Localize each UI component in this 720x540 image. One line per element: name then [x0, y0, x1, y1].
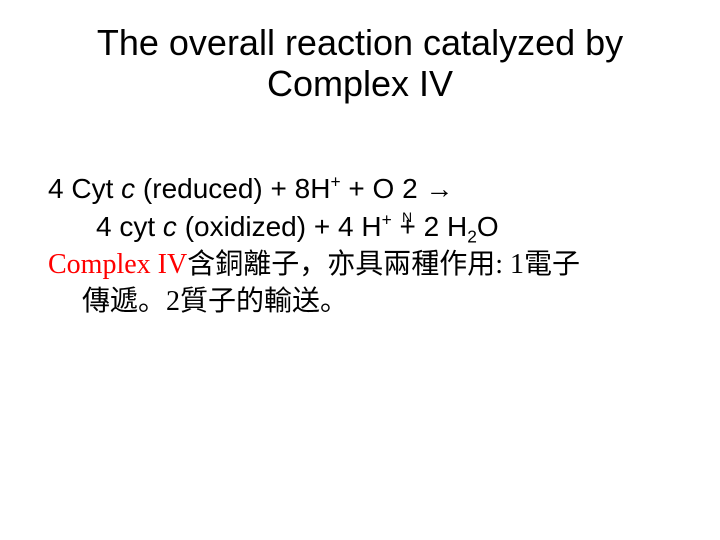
- text-line-3: Complex IV含銅離子，亦具兩種作用: 1電子: [48, 246, 668, 284]
- title-line-2: Complex IV: [267, 63, 453, 104]
- eq2-c: c: [163, 211, 177, 242]
- marker-p: P: [429, 248, 438, 262]
- eq2-sub: 2: [467, 226, 477, 246]
- slide: The overall reaction catalyzed by Comple…: [0, 0, 720, 540]
- equation-line-2: 4 cyt c (oxidized) + 4 H+ + 2 H2O N P: [48, 208, 668, 246]
- equation-line-1: 4 Cyt c (reduced) + 8H+ + O 2 →: [48, 170, 668, 208]
- eq1-part1: 4 Cyt: [48, 173, 121, 204]
- complex-iv-label-2: 傳遞。2質子的輸送。: [82, 286, 348, 317]
- eq1-sup: +: [330, 172, 340, 192]
- eq2-part4: O: [477, 211, 499, 242]
- slide-body: 4 Cyt c (reduced) + 8H+ + O 2 → 4 cyt c …: [48, 170, 668, 321]
- eq2-part2: (oxidized) + 4 H: [177, 211, 382, 242]
- eq2-part1: 4 cyt: [96, 211, 163, 242]
- slide-title: The overall reaction catalyzed by Comple…: [0, 0, 720, 105]
- title-line-1: The overall reaction catalyzed by: [97, 22, 623, 63]
- text-line-4: 傳遞。2質子的輸送。: [48, 283, 668, 321]
- eq2-sup: +: [382, 209, 392, 229]
- eq1-part2: (reduced) + 8H: [135, 173, 330, 204]
- marker-n: N: [402, 210, 412, 224]
- complex-iv-label: Complex IV含銅離子，亦具兩種作用: 1電子: [48, 249, 580, 280]
- eq1-c: c: [121, 173, 135, 204]
- eq1-part3: + O 2 →: [341, 173, 454, 204]
